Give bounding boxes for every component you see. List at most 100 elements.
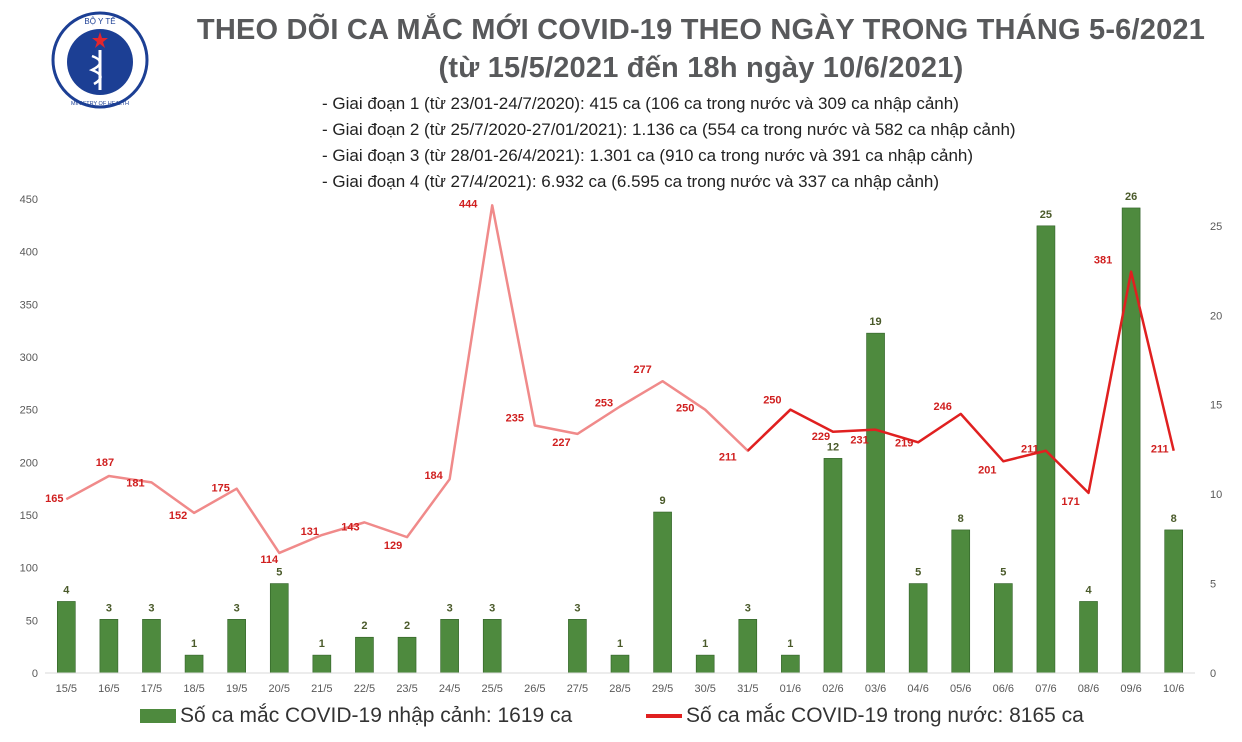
bar-value-label: 3 (148, 602, 154, 614)
bar (99, 619, 119, 674)
stage-3-summary: - Giai đoạn 3 (từ 28/01-26/4/2021): 1.30… (322, 146, 974, 165)
y-left-tick-label: 400 (20, 247, 38, 259)
stage-4-summary: - Giai đoạn 4 (từ 27/4/2021): 6.932 ca (… (322, 172, 940, 191)
bar-value-label: 3 (489, 602, 495, 614)
bar (568, 619, 587, 674)
ministry-of-health-logo: BỘ Y TẾ MINISTRY OF HEALTH (51, 11, 149, 109)
x-tick-label: 06/6 (993, 683, 1014, 695)
y-right-tick-label: 20 (1210, 310, 1222, 322)
line-value-label: 175 (211, 483, 229, 495)
bar-value-label: 1 (787, 638, 793, 650)
x-tick-label: 09/6 (1120, 683, 1141, 695)
bar-series-imported (56, 207, 1184, 674)
bar (312, 654, 332, 674)
line-value-label: 246 (934, 401, 952, 413)
bar-value-label: 9 (660, 495, 666, 507)
line-value-label: 227 (552, 437, 570, 449)
bar-value-label: 4 (1085, 584, 1092, 596)
x-tick-label: 10/6 (1163, 683, 1184, 695)
line-value-label: 231 (850, 435, 868, 447)
line-value-label: 201 (978, 464, 996, 476)
x-tick-label: 22/5 (354, 683, 375, 695)
line-value-label: 250 (763, 395, 781, 407)
x-tick-label: 29/5 (652, 683, 673, 695)
y-left-tick-label: 150 (20, 510, 38, 522)
bar (355, 636, 374, 674)
bar (908, 583, 928, 674)
bar (142, 619, 161, 674)
logo-text-top: BỘ Y TẾ (84, 16, 115, 26)
x-tick-label: 08/6 (1078, 683, 1099, 695)
bar-value-label: 2 (361, 620, 367, 632)
line-value-label: 250 (676, 403, 694, 415)
x-tick-label: 18/5 (183, 683, 204, 695)
bar-value-label: 25 (1040, 209, 1052, 221)
line-value-label: 253 (595, 398, 613, 410)
x-tick-label: 31/5 (737, 683, 758, 695)
bar (781, 654, 800, 674)
stage-1-summary: - Giai đoạn 1 (từ 23/01-24/7/2020): 415 … (322, 94, 959, 113)
bar-value-label: 12 (827, 441, 839, 453)
x-tick-label: 15/5 (56, 683, 77, 695)
bar (184, 654, 204, 674)
x-tick-label: 25/5 (482, 683, 503, 695)
y-left-tick-label: 450 (20, 194, 38, 206)
y-right-tick-label: 25 (1210, 221, 1222, 233)
bar-value-label: 5 (915, 567, 921, 579)
bar-value-label: 1 (319, 638, 325, 650)
bar (440, 619, 459, 674)
line-value-label: 211 (1021, 444, 1039, 456)
y-right-tick-label: 15 (1210, 400, 1222, 412)
line-value-label: 219 (895, 437, 913, 449)
line-value-label: 381 (1094, 255, 1112, 267)
logo-serpent-icon (88, 54, 102, 86)
line-value-label: 181 (126, 477, 144, 489)
y-left-tick-label: 200 (20, 457, 38, 469)
bar (823, 458, 843, 674)
line-value-label: 235 (506, 412, 524, 424)
x-tick-label: 20/5 (269, 683, 290, 695)
bar-value-label: 3 (574, 602, 580, 614)
line-value-label: 277 (633, 364, 651, 376)
bar (1164, 529, 1184, 674)
bar (397, 636, 417, 674)
x-tick-label: 21/5 (311, 683, 332, 695)
bar-value-label: 1 (191, 638, 197, 650)
legend-domestic: Số ca mắc COVID-19 trong nước: 8165 ca (646, 704, 1084, 728)
x-tick-label: 02/6 (822, 683, 843, 695)
bar-value-label: 8 (958, 513, 964, 525)
bar (1079, 601, 1098, 674)
logo-text-bottom: MINISTRY OF HEALTH (71, 101, 129, 107)
y-left-tick-label: 350 (20, 299, 38, 311)
bar (695, 654, 715, 674)
page-title: THEO DÕI CA MẮC MỚI COVID-19 THEO NGÀY T… (196, 14, 1206, 46)
x-tick-label: 01/6 (780, 683, 801, 695)
x-tick-label: 05/6 (950, 683, 971, 695)
y-left-tick-label: 100 (20, 563, 38, 575)
bar (56, 601, 76, 674)
y-right-tick-label: 0 (1210, 668, 1216, 680)
bar-value-label: 4 (63, 584, 70, 596)
line-value-label: 129 (384, 540, 402, 552)
bar-value-label: 3 (447, 602, 453, 614)
bar (482, 619, 502, 674)
line-value-label: 114 (260, 554, 279, 566)
legend-domestic-label: Số ca mắc COVID-19 trong nước: 8165 ca (686, 704, 1084, 727)
chart-axes: 050100150200250300350400450051015202515/… (20, 194, 1223, 695)
y-right-tick-label: 10 (1210, 489, 1222, 501)
line-value-label: 187 (96, 457, 114, 469)
line-value-label: 229 (812, 431, 830, 443)
bar (269, 583, 289, 674)
x-tick-label: 03/6 (865, 683, 886, 695)
line-value-label: 444 (459, 198, 478, 210)
x-tick-label: 23/5 (396, 683, 417, 695)
legend-bar-swatch (140, 709, 176, 723)
line-value-label: 131 (301, 526, 319, 538)
bar-value-label: 8 (1171, 513, 1177, 525)
bar (994, 583, 1013, 674)
y-left-tick-label: 50 (26, 615, 38, 627)
page-subtitle: (từ 15/5/2021 đến 18h ngày 10/6/2021) (438, 52, 964, 84)
legend-line-swatch (646, 714, 682, 718)
